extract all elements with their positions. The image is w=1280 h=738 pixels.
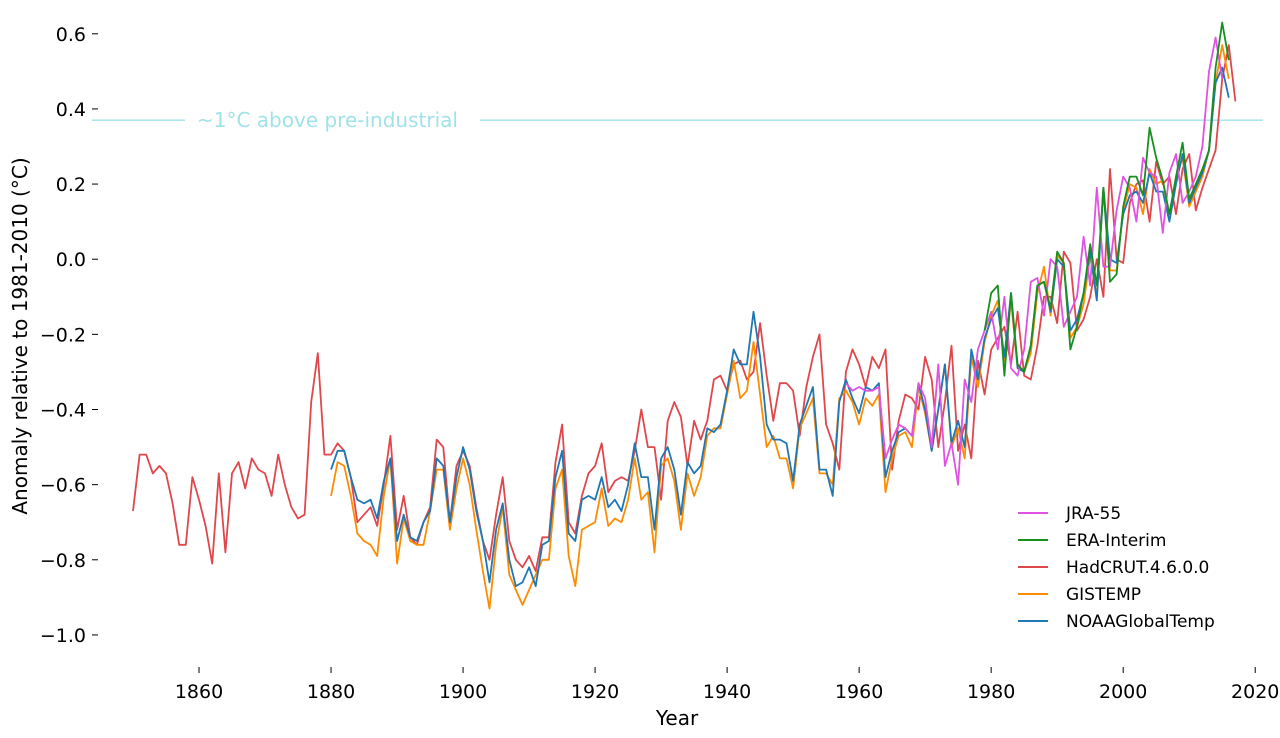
x-tick-label: 1880	[307, 681, 355, 703]
reference-line-label: ~1°C above pre-industrial	[197, 108, 458, 132]
reference-line-group: ~1°C above pre-industrial	[92, 108, 1263, 132]
series-line-era-interim	[983, 21, 1230, 377]
y-tick-label: −0.6	[40, 475, 86, 497]
y-tick-label: 0.4	[56, 99, 86, 121]
y-axis: 0.6 0.4 0.2 0.0 −0.2 −0.4 −0.6 −0.8 −1.0	[40, 24, 98, 647]
legend-label: NOAAGlobalTemp	[1066, 612, 1215, 632]
legend-label: JRA-55	[1065, 504, 1121, 524]
y-tick-label: 0.6	[56, 24, 86, 46]
x-tick-label: 1900	[439, 681, 487, 703]
series-line-noaaglobaltemp	[330, 66, 1230, 587]
y-tick-label: 0.2	[56, 174, 86, 196]
y-tick-label: −0.2	[40, 324, 86, 346]
y-axis-title: Anomaly relative to 1981-2010 (°C)	[8, 157, 32, 514]
y-tick-label: −0.4	[40, 400, 86, 422]
x-tick-label: 2000	[1099, 681, 1147, 703]
legend: JRA-55 ERA-Interim HadCRUT.4.6.0.0 GISTEMP N…	[1018, 504, 1215, 632]
series-group	[132, 21, 1237, 610]
x-tick-label: 1940	[703, 681, 751, 703]
legend-label: ERA-Interim	[1066, 531, 1166, 551]
x-axis-title: Year	[655, 706, 699, 730]
x-tick-label: 2020	[1231, 681, 1279, 703]
x-tick-label: 1980	[967, 681, 1015, 703]
x-axis: 1860 1880 1900 1920 1940 1960 1980 2000 2020	[175, 667, 1279, 703]
legend-label: HadCRUT.4.6.0.0	[1066, 558, 1209, 578]
y-tick-label: −0.8	[40, 550, 86, 572]
y-tick-label: −1.0	[40, 625, 86, 647]
x-tick-label: 1920	[571, 681, 619, 703]
x-tick-label: 1960	[835, 681, 883, 703]
series-line-gistemp	[330, 44, 1230, 610]
series-line-jra-55	[845, 36, 1224, 486]
y-tick-label: 0.0	[56, 249, 86, 271]
legend-label: GISTEMP	[1066, 585, 1141, 605]
x-tick-label: 1860	[175, 681, 223, 703]
